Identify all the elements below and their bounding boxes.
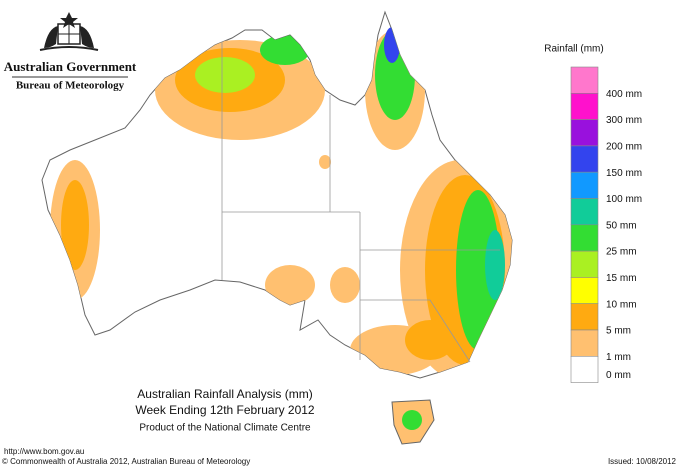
legend-swatch [570,303,599,331]
legend-label: 200 mm [606,142,642,153]
legend-swatch [570,171,599,199]
legend-swatch [570,277,599,304]
legend-label: 5 mm [606,326,631,337]
legend-swatch [570,355,599,383]
agency-name: Australian Government [4,59,137,74]
legend-swatch [570,119,599,147]
legend-title: Rainfall (mm) [544,44,603,55]
legend-label: 50 mm [606,220,637,231]
legend-swatch [570,224,599,252]
legend-label: 400 mm [606,89,642,100]
legend-label: 300 mm [606,115,642,126]
map-subtitle: Week Ending 12th February 2012 [135,403,315,417]
legend-label: 10 mm [606,299,637,310]
state-borders [221,42,500,363]
copyright: © Commonwealth of Australia 2012, Austra… [2,457,250,466]
legend-swatch [570,93,599,120]
legend-label: 100 mm [606,194,642,205]
map-credit: Product of the National Climate Centre [139,423,311,434]
map-title: Australian Rainfall Analysis (mm) [137,387,312,401]
tasmania-field [402,410,422,430]
issued-date: Issued: 10/08/2012 [608,457,677,466]
legend-swatch [570,145,599,173]
legend-label: 150 mm [606,168,642,179]
url: http://www.bom.gov.au [4,447,84,456]
legend-swatch [570,66,599,94]
legend-swatch [570,198,599,226]
legend-label: 0 mm [606,370,631,381]
legend-label: 15 mm [606,273,637,284]
legend-swatch [570,329,599,357]
legend-swatch [570,250,599,278]
legend: 400 mm 300 mm 200 mm 150 mm 100 mm 50 mm 25 mm… [570,66,642,383]
legend-label: 25 mm [606,247,637,258]
coat-of-arms [39,12,99,51]
legend-label: 1 mm [606,352,631,363]
bureau-name: Bureau of Meteorology [16,80,125,92]
